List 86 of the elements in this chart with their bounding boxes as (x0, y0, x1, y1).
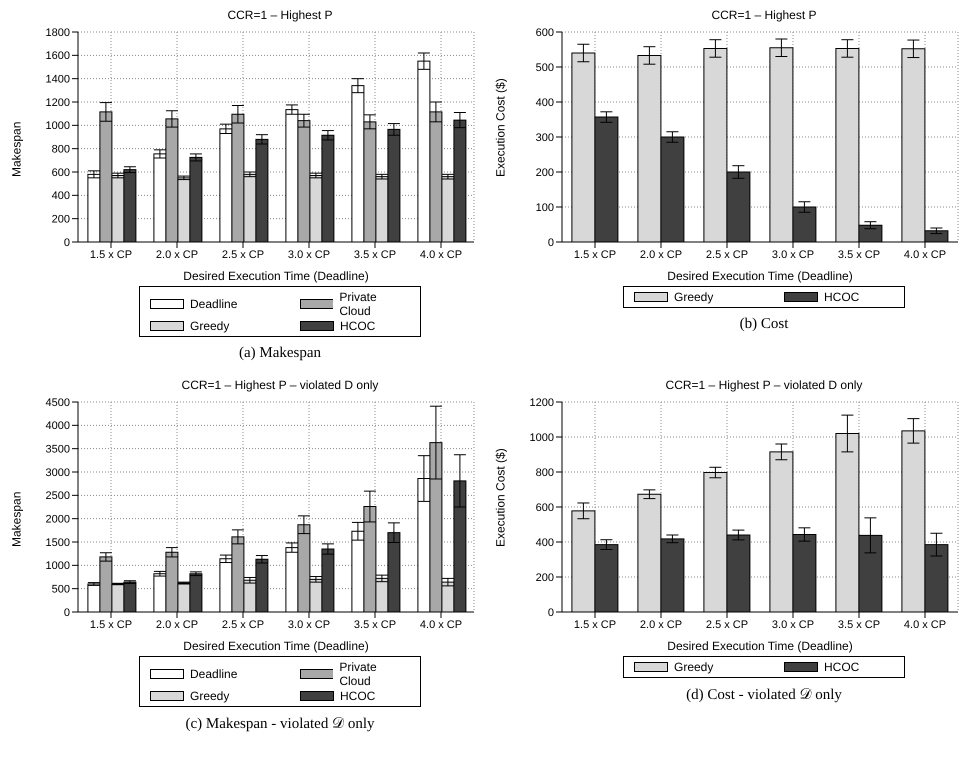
y-tick-label: 600 (536, 502, 554, 514)
y-tick-label: 0 (64, 606, 70, 619)
x-axis-title: Desired Execution Time (Deadline) (183, 269, 369, 283)
legend-label: Greedy (190, 689, 230, 703)
y-axis-title: Execution Cost ($) (493, 78, 508, 177)
chart-title: CCR=1 – Highest P (710, 8, 818, 24)
legend-label: HCOC (340, 319, 376, 333)
chart-title: CCR=1 – Highest P (226, 8, 334, 24)
x-tick-label: 3.5 x CP (354, 248, 396, 261)
y-axis-title: Makespan (9, 492, 24, 547)
y-tick-label: 800 (536, 466, 554, 479)
x-tick-label: 3.0 x CP (288, 248, 330, 261)
y-tick-label: 4500 (46, 396, 70, 409)
y-tick-label: 600 (536, 26, 554, 39)
y-tick-label: 0 (548, 236, 554, 249)
legend-label: Private Cloud (339, 290, 378, 318)
x-tick-label: 3.5 x CP (354, 618, 396, 631)
y-tick-label: 200 (52, 214, 70, 226)
x-tick-label: 4.0 x CP (420, 248, 462, 261)
x-tick-label: 3.5 x CP (838, 618, 880, 631)
legend-label: Greedy (674, 660, 714, 674)
y-tick-label: 3000 (46, 466, 70, 479)
x-tick-label: 2.0 x CP (640, 248, 682, 261)
y-tick-label: 500 (536, 62, 554, 74)
x-axis-title: Desired Execution Time (Deadline) (667, 269, 853, 283)
y-tick-label: 0 (548, 606, 554, 619)
legend-label: Deadline (190, 297, 238, 311)
legend-label: HCOC (340, 689, 376, 703)
x-axis-title: Desired Execution Time (Deadline) (183, 639, 369, 653)
x-tick-label: 3.0 x CP (772, 248, 814, 261)
x-tick-label: 3.0 x CP (288, 618, 330, 631)
x-tick-label: 1.5 x CP (90, 248, 132, 261)
x-tick-label: 2.5 x CP (222, 248, 264, 261)
legend-label: HCOC (824, 660, 860, 674)
y-tick-label: 200 (536, 166, 554, 179)
y-tick-label: 1800 (46, 26, 70, 39)
x-tick-label: 2.0 x CP (640, 618, 682, 631)
x-tick-label: 2.0 x CP (156, 618, 198, 631)
x-tick-label: 2.5 x CP (222, 618, 264, 631)
y-tick-label: 400 (536, 96, 554, 109)
x-tick-label: 3.0 x CP (772, 618, 814, 631)
y-tick-label: 1200 (530, 396, 554, 409)
y-tick-label: 1400 (46, 74, 70, 86)
text: (a) Makespan (238, 345, 322, 362)
x-tick-label: 3.5 x CP (838, 248, 880, 261)
y-tick-label: 100 (536, 202, 554, 214)
y-tick-label: 300 (536, 132, 554, 144)
x-tick-label: 4.0 x CP (904, 248, 946, 261)
x-tick-label: 1.5 x CP (574, 248, 616, 261)
legend-label: Greedy (674, 290, 714, 304)
y-axis-title: Execution Cost ($) (493, 448, 508, 547)
y-tick-label: 3500 (46, 444, 70, 456)
y-tick-label: 500 (52, 584, 70, 596)
text: (c) Makespan - violated 𝒟 only (184, 715, 376, 733)
text: (d) Cost - violated 𝒟 only (685, 686, 843, 704)
y-tick-label: 4000 (46, 420, 70, 432)
legend-label: Deadline (190, 667, 238, 681)
x-tick-label: 2.5 x CP (706, 248, 748, 261)
y-tick-label: 1200 (46, 96, 70, 109)
legend-label: Private Cloud (339, 660, 378, 688)
y-tick-label: 800 (52, 144, 70, 156)
chart-title: CCR=1 – Highest P – violated D only (180, 378, 380, 394)
x-tick-label: 4.0 x CP (904, 618, 946, 631)
y-tick-label: 600 (52, 166, 70, 179)
y-tick-label: 1000 (530, 432, 554, 444)
y-tick-label: 1500 (46, 536, 70, 549)
y-tick-label: 2500 (46, 490, 70, 502)
x-axis-title: Desired Execution Time (Deadline) (667, 639, 853, 653)
x-tick-label: 1.5 x CP (574, 618, 616, 631)
legend-label: HCOC (824, 290, 860, 304)
x-tick-label: 4.0 x CP (420, 618, 462, 631)
y-tick-label: 400 (536, 536, 554, 549)
chart-title: CCR=1 – Highest P – violated D only (664, 378, 864, 394)
legend-label: Greedy (190, 319, 230, 333)
y-tick-label: 400 (52, 190, 70, 202)
y-tick-label: 0 (64, 236, 70, 249)
x-tick-label: 2.0 x CP (156, 248, 198, 261)
y-tick-label: 1600 (46, 50, 70, 62)
text: (b) Cost (738, 316, 790, 333)
y-axis-title: Makespan (9, 122, 24, 177)
y-tick-label: 2000 (46, 514, 70, 526)
y-tick-label: 1000 (46, 120, 70, 132)
y-tick-label: 1000 (46, 560, 70, 572)
x-tick-label: 2.5 x CP (706, 618, 748, 631)
x-tick-label: 1.5 x CP (90, 618, 132, 631)
y-tick-label: 200 (536, 572, 554, 584)
